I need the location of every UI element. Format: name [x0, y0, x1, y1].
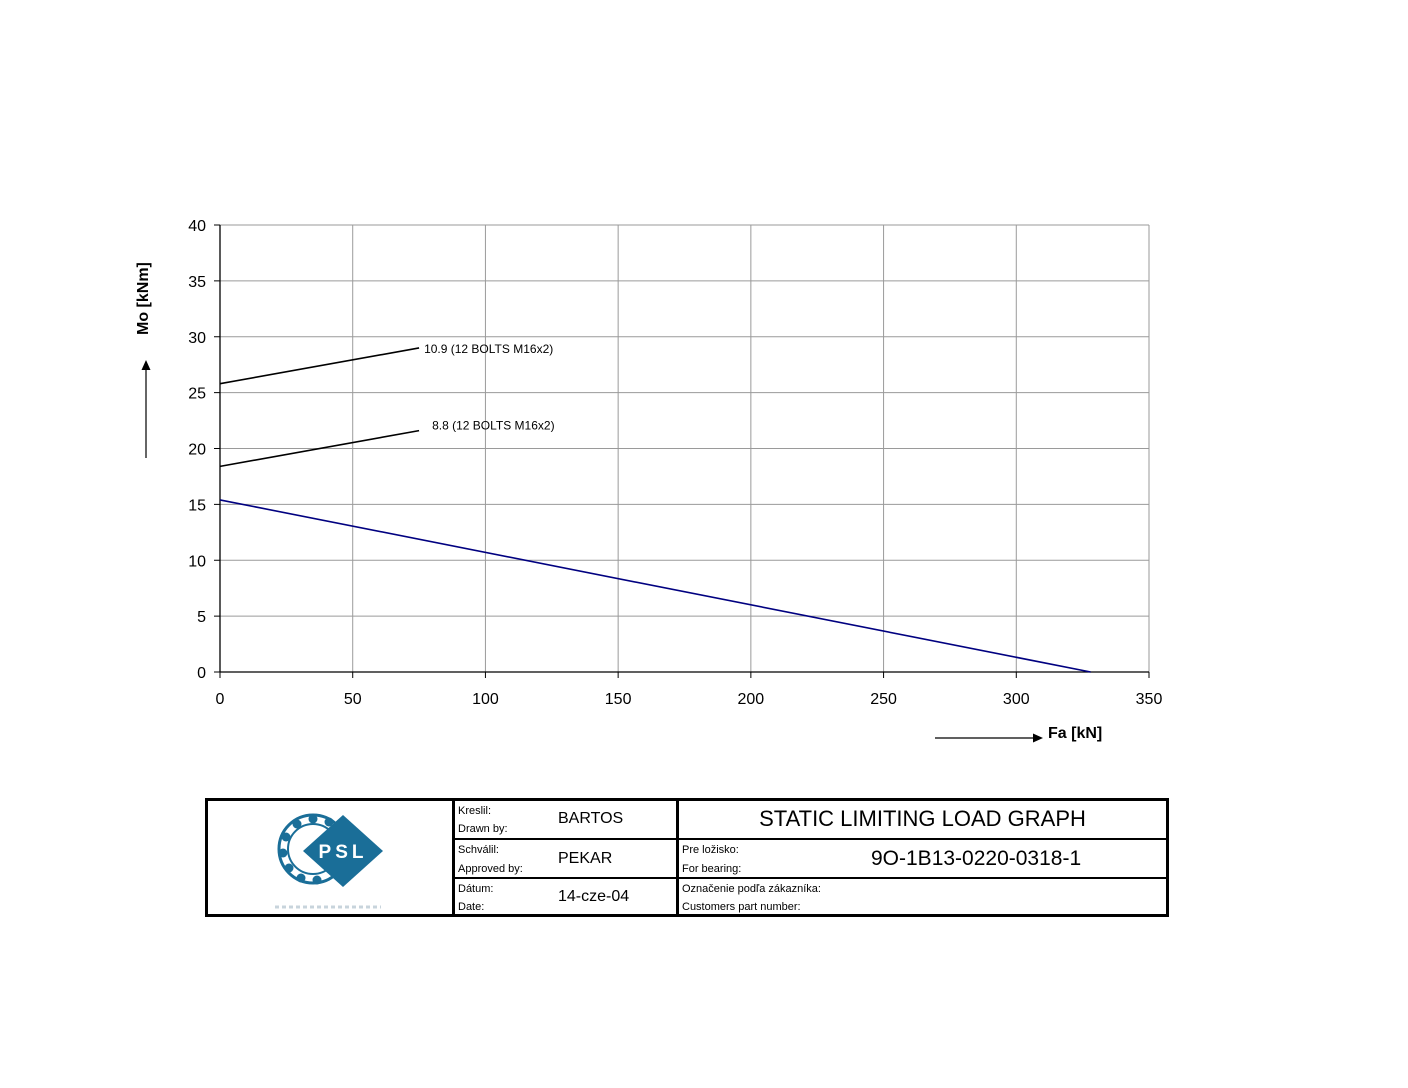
- approved-by-label-en: Approved by:: [458, 863, 523, 875]
- y-tick-label: 20: [188, 442, 206, 459]
- x-tick-label: 50: [344, 691, 362, 708]
- y-tick-label: 25: [188, 386, 206, 403]
- divider-logo: [452, 801, 455, 914]
- series: 10.9 (12 BOLTS M16x2) 8.8 (12 BOLTS M16x2…: [219, 342, 1091, 673]
- y-tick-label: 40: [188, 218, 206, 235]
- for-bearing-label-en: For bearing:: [682, 863, 742, 875]
- date-label-sk: Dátum:: [458, 883, 494, 895]
- divider-row2: [455, 877, 1166, 879]
- date-value: 14-cze-04: [558, 888, 630, 905]
- y-axis-arrow: [141, 360, 151, 458]
- series-line-3: [219, 499, 1091, 673]
- divider-row1: [455, 838, 1166, 840]
- divider-main: [676, 801, 679, 914]
- series-label-1: 10.9 (12 BOLTS M16x2): [424, 342, 553, 356]
- series-label-2: 8.8 (12 BOLTS M16x2): [432, 419, 554, 433]
- tick-labels: 0 50 100 150 200 250 300 350 0 5 10 15 20 25 30 35 40: [188, 218, 1162, 708]
- title-block: PSL Kreslil: Drawn by: BARTOS Schválil: …: [205, 798, 1169, 917]
- grid: [220, 224, 1150, 672]
- y-tick-label: 30: [188, 330, 206, 347]
- x-axis-arrow: [935, 733, 1043, 743]
- y-axis-title: Mo [kNm]: [135, 262, 152, 335]
- drawn-by-label-en: Drawn by:: [458, 823, 508, 835]
- series-line-1: [219, 347, 420, 385]
- for-bearing-value: 9O-1B13-0220-0318-1: [871, 847, 1082, 870]
- y-tick-label: 35: [188, 274, 206, 291]
- y-tick-label: 5: [197, 609, 206, 626]
- y-tick-label: 0: [197, 665, 206, 682]
- for-bearing-label-sk: Pre ložisko:: [682, 844, 739, 856]
- x-tick-label: 0: [216, 691, 225, 708]
- series-line-2: [219, 429, 420, 468]
- drawn-by-label-sk: Kreslil:: [458, 805, 492, 817]
- x-axis-title: Fa [kN]: [1048, 725, 1102, 742]
- load-chart: 0 50 100 150 200 250 300 350 0 5 10 15 20 25 30 35 40 10…: [135, 218, 1162, 743]
- x-tick-label: 250: [870, 691, 897, 708]
- logo-text: PSL: [319, 842, 368, 863]
- x-tick-label: 150: [605, 691, 632, 708]
- y-tick-label: 10: [188, 553, 206, 570]
- approved-by-value: PEKAR: [558, 850, 613, 867]
- x-tick-label: 100: [472, 691, 499, 708]
- x-tick-label: 300: [1003, 691, 1030, 708]
- date-label-en: Date:: [458, 901, 485, 913]
- x-tick-label: 350: [1136, 691, 1163, 708]
- customer-label-sk: Označenie podľa zákazníka:: [682, 883, 821, 895]
- graph-title: STATIC LIMITING LOAD GRAPH: [759, 806, 1086, 831]
- drawn-by-value: BARTOS: [558, 810, 624, 827]
- psl-logo: PSL: [275, 813, 383, 909]
- y-tick-label: 15: [188, 497, 206, 514]
- approved-by-label-sk: Schválil:: [458, 844, 499, 856]
- axes: [214, 224, 1150, 678]
- customer-label-en: Customers part number:: [682, 901, 801, 913]
- x-tick-label: 200: [738, 691, 765, 708]
